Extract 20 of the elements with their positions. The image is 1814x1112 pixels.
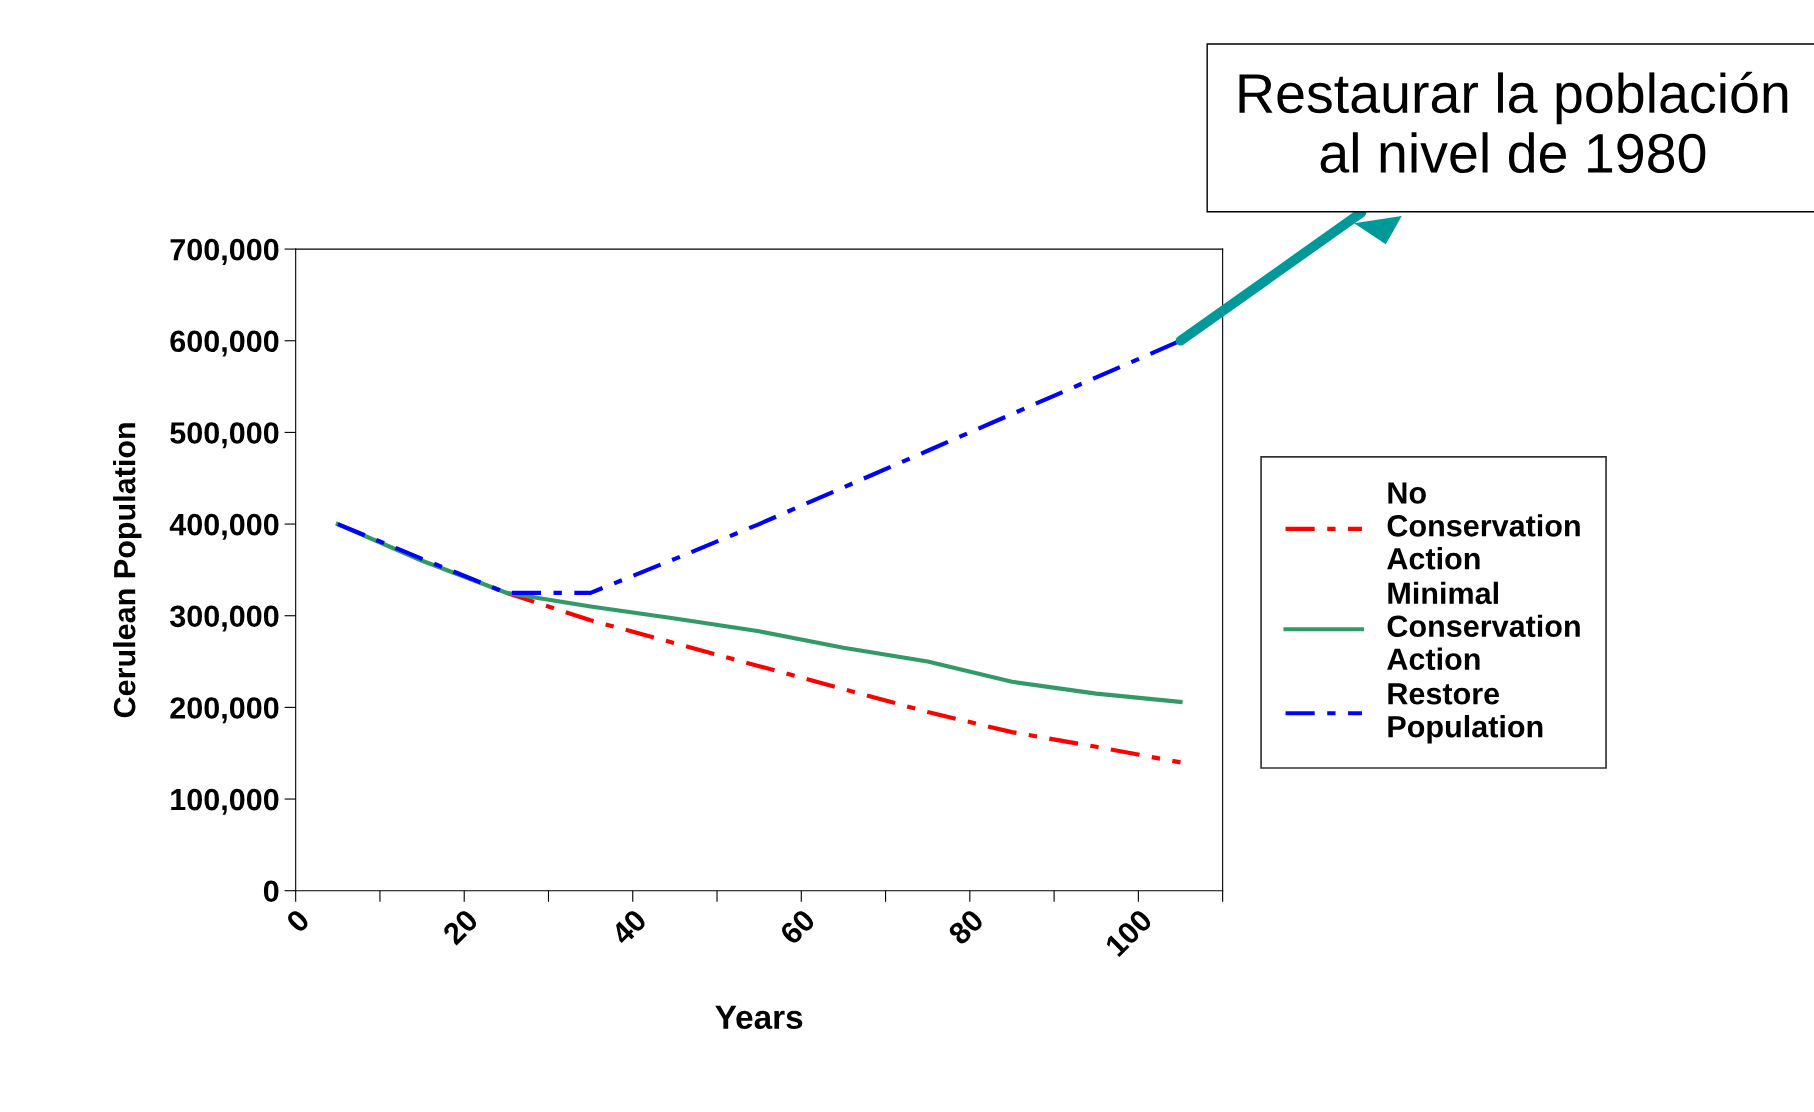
x-tick-label: 80 <box>947 908 985 946</box>
y-tick-label: 0 <box>263 880 279 903</box>
x-tick-label: 100 <box>1104 908 1154 958</box>
y-tick-label: 600,000 <box>170 330 279 357</box>
y-tick-label: 500,000 <box>170 422 279 449</box>
legend-label: No Conservation Action <box>1387 482 1580 570</box>
y-tick-label: 100,000 <box>171 788 279 815</box>
y-axis-title: Cerulean Population <box>113 423 142 718</box>
annotation: Restaurar la población al nivel de 1980 <box>1239 71 1788 174</box>
y-tick-label: 200,000 <box>170 697 279 724</box>
x-tick-label: 0 <box>285 908 311 934</box>
x-tick-label: 20 <box>441 908 480 946</box>
x-axis-title: Years <box>715 1005 803 1030</box>
y-tick-label: 300,000 <box>169 605 279 632</box>
x-tick-label: 40 <box>609 908 648 947</box>
legend-label: Restore Population <box>1388 683 1543 744</box>
legend-label: Minimal Conservation Action <box>1387 581 1580 670</box>
y-tick-label: 400,000 <box>169 513 279 540</box>
x-tick-label: 60 <box>778 908 817 946</box>
y-tick-label: 700,000 <box>170 238 279 265</box>
